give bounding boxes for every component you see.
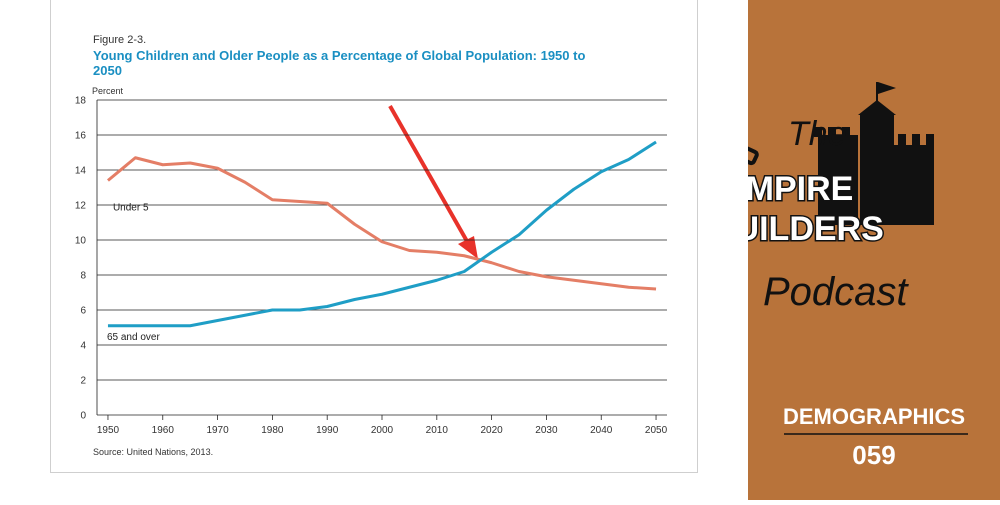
x-tick-label: 1970: [206, 425, 229, 436]
chart: Percent Source: United Nations, 2013. 0 2…: [75, 86, 668, 457]
brand-line2: BUILDERS: [748, 210, 884, 248]
x-tick-label: 2040: [590, 425, 613, 436]
x-tick-label: 2030: [535, 425, 558, 436]
figure-label: Figure 2-3.: [93, 34, 147, 46]
series-line: [107, 140, 657, 328]
y-tick-label: 16: [75, 131, 87, 142]
y-tick-label: 10: [75, 236, 87, 247]
series-line: [107, 156, 657, 291]
brand-line1: EMPIRE: [748, 170, 853, 208]
castle: [814, 82, 934, 225]
x-tick-label: 1950: [97, 425, 120, 436]
y-tick-label: 6: [80, 306, 86, 317]
y-tick-label: 12: [75, 201, 87, 212]
y-tick-label: 14: [75, 166, 87, 177]
episode-number: 059: [852, 440, 895, 470]
branding-art: The EMPIRE BUILDERS Podcast DEMOGRAPHICS…: [700, 82, 968, 470]
arrow-head: [458, 236, 478, 259]
chart-frame: [50, 0, 698, 473]
x-tick-label: 1960: [152, 425, 175, 436]
episode-topic: DEMOGRAPHICS: [783, 404, 965, 429]
series-label: 65 and over: [107, 332, 160, 343]
series-label: Under 5: [113, 203, 149, 214]
arrow-shaft: [388, 105, 470, 244]
y-tick-label: 4: [80, 341, 86, 352]
x-tick-label: 1980: [261, 425, 284, 436]
chart-title: Young Children and Older People as a Per…: [93, 48, 586, 78]
x-tick-label: 2010: [426, 425, 449, 436]
source-note: Source: United Nations, 2013.: [93, 447, 213, 457]
x-tick-label: 1990: [316, 425, 339, 436]
x-tick-label: 2000: [371, 425, 394, 436]
y-tick-label: 18: [75, 96, 87, 107]
brand-podcast: Podcast: [763, 270, 909, 314]
y-axis-label: Percent: [92, 86, 124, 96]
x-tick-label: 2050: [645, 425, 668, 436]
y-tick-label: 8: [80, 271, 86, 282]
y-tick-label: 2: [80, 376, 86, 387]
annotation-arrow: [388, 105, 478, 259]
x-tick-label: 2020: [480, 425, 503, 436]
y-tick-label: 0: [80, 411, 86, 422]
brand-the: The: [788, 115, 847, 153]
podcast-branding: The EMPIRE BUILDERS Podcast DEMOGRAPHICS…: [700, 0, 1000, 500]
